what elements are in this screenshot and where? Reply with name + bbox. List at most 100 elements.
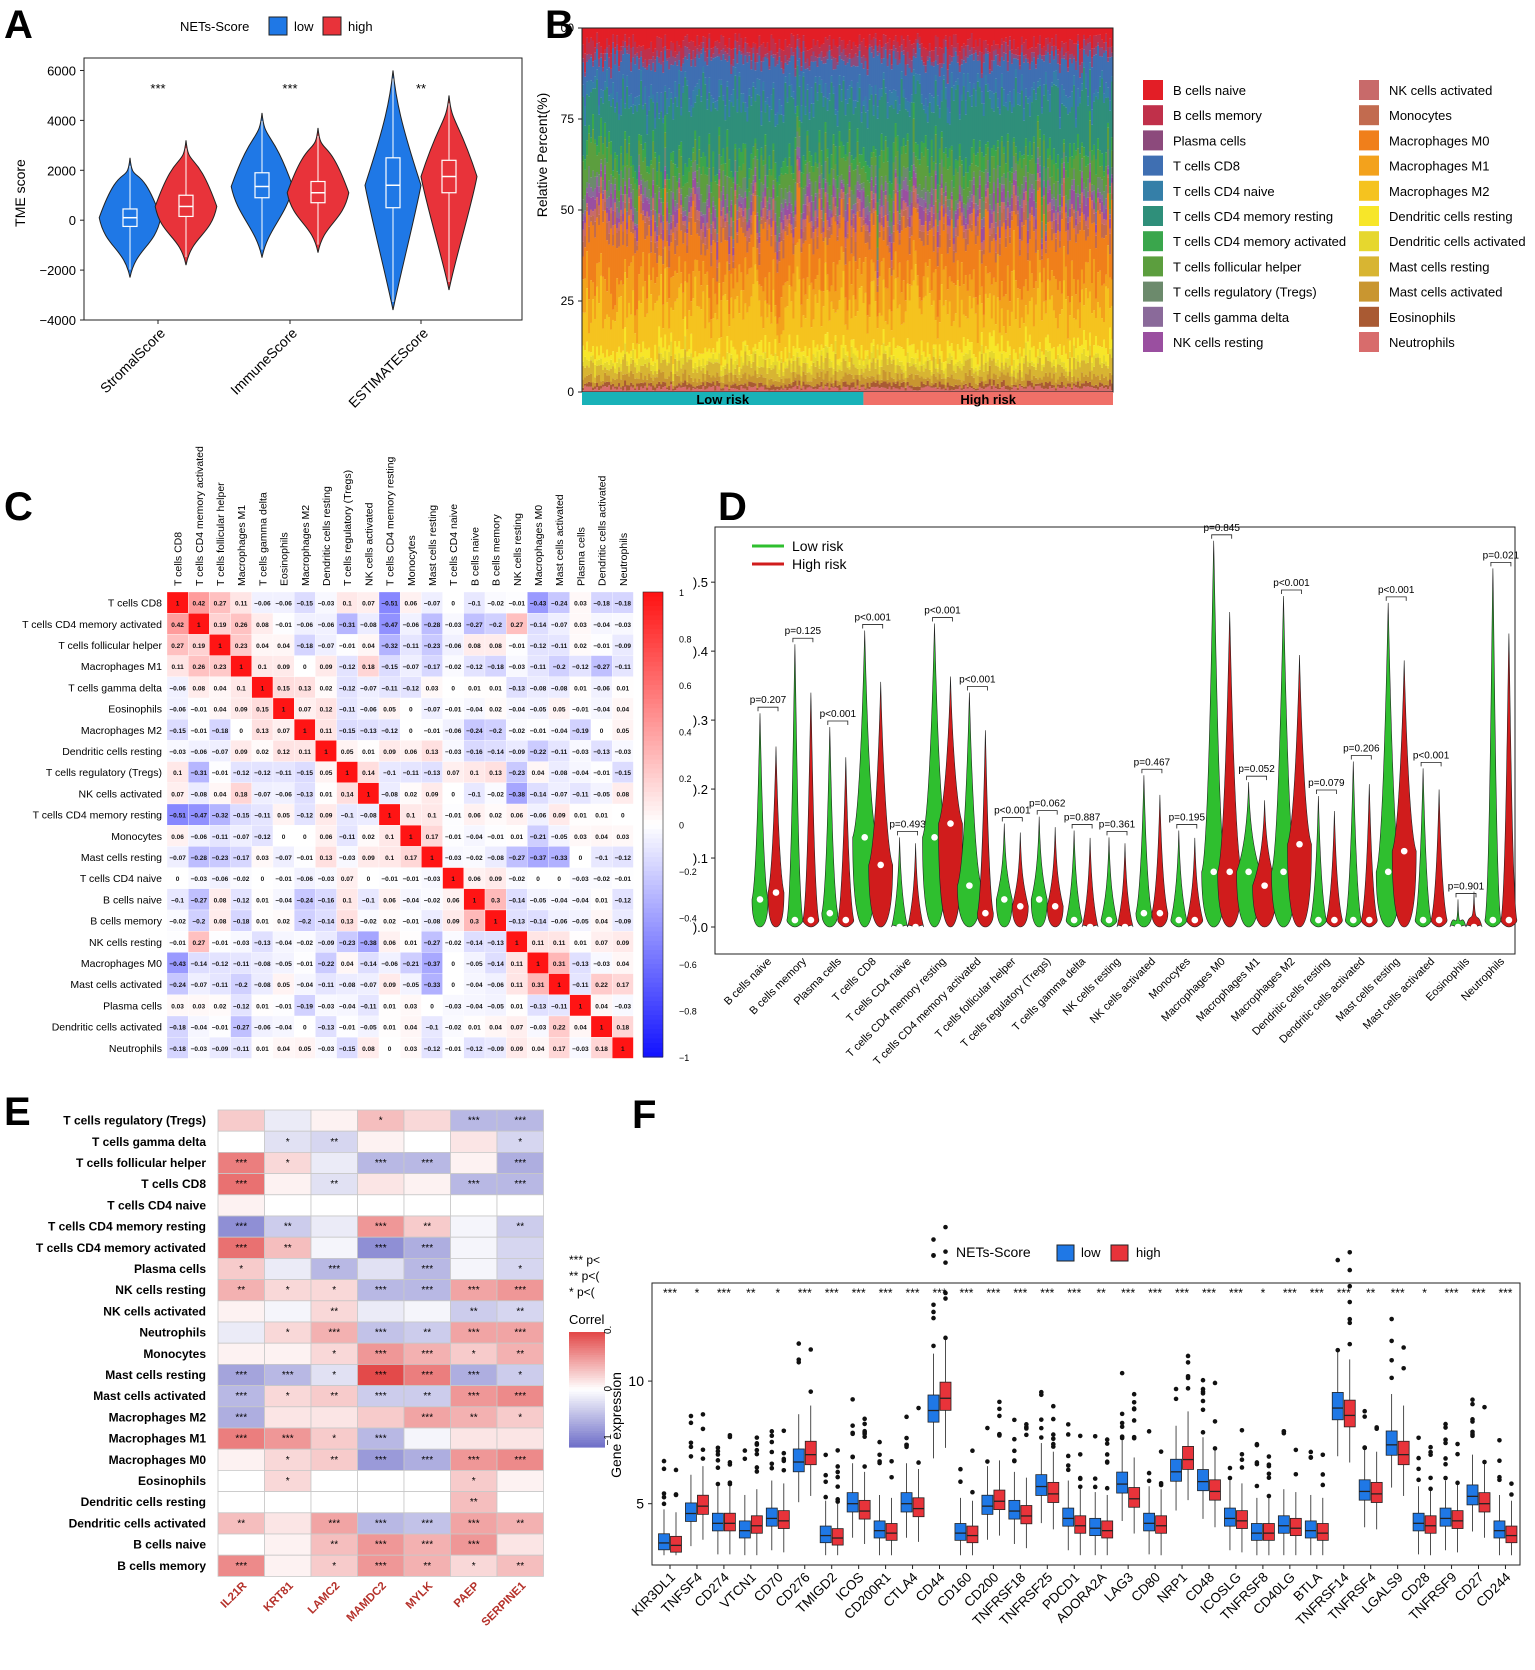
panel-b-bar-segment [828,45,831,51]
panel-b-bar-segment [820,386,823,392]
panel-b-bar-segment [824,182,827,193]
panel-b-bar-segment [800,122,803,173]
panel-b-bar-segment [806,356,809,364]
panel-b-bar-segment [712,318,715,349]
panel-b-bar-segment [774,114,777,127]
panel-b-bar-segment [950,281,954,327]
panel-b-bar-segment [684,336,687,350]
panel-b-bar-segment [950,389,954,392]
panel-b-bar-segment [884,350,887,354]
panel-a-ytick-label: 2000 [47,163,76,178]
panel-b-bar-segment [946,206,950,216]
panel-b-bar-segment [722,100,725,149]
panel-b-bar-segment [966,290,970,319]
panel-b-bar-segment [952,227,956,238]
panel-b-bar-segment [1004,333,1008,353]
panel-b-bar-segment [864,243,867,258]
panel-b-bar-segment [798,365,801,375]
panel-b-bar-segment [962,48,966,61]
panel-b-bar-segment [906,352,910,363]
panel-b-bar-segment [926,149,930,167]
panel-b-bar-segment [626,50,629,54]
panel-b-bar-segment [862,225,865,263]
panel-b-bar-segment [992,379,996,386]
panel-b-bar-segment [754,70,757,89]
panel-b-bar-segment [886,288,889,325]
panel-b-bar-segment [966,28,970,40]
panel-b-bar-segment [854,157,857,170]
panel-b-bar-segment [780,203,783,212]
panel-b-bar-segment [992,182,996,193]
panel-b-bar-segment [594,208,597,222]
panel-b-bar-segment [904,370,908,379]
panel-b-bar-segment [848,362,851,367]
panel-b-bar-segment [862,28,865,39]
panel-b-bar-segment [892,142,895,163]
panel-b-bar-segment [970,106,974,148]
panel-b-bar-segment [624,380,627,387]
panel-b-bar-segment [662,347,665,358]
panel-b-bar-segment [942,63,946,76]
panel-b-bar-segment [810,55,813,62]
panel-b-bar-segment [748,219,751,228]
panel-b-bar-segment [860,368,863,375]
panel-label-e: E [4,1090,31,1134]
panel-b-bar-segment [930,194,934,208]
panel-b-bar-segment [706,99,709,110]
panel-b-bar-segment [964,45,968,57]
panel-b-bar-segment [628,215,631,267]
panel-b-bar-segment [804,226,807,241]
panel-b-bar-segment [588,196,591,216]
panel-b-bar-segment [934,201,938,220]
panel-b-bar-segment [922,47,926,63]
panel-b-bar-segment [824,386,827,392]
panel-b-bar-segment [732,318,735,347]
panel-b-bar-segment [626,361,629,366]
panel-b-bar-segment [828,389,831,392]
panel-b-bar-segment [790,96,793,166]
panel-b-bar-segment [842,80,845,146]
panel-b-bar-segment [616,28,619,36]
panel-b-bar-segment [858,217,861,259]
panel-b-bar-segment [944,191,948,197]
panel-b-bar-segment [958,368,962,380]
panel-b-bar-segment [596,360,599,366]
panel-b-bar-segment [882,34,885,47]
panel-b-bar-segment [912,69,916,76]
panel-b-bar-segment [910,177,914,187]
panel-b-bar-segment [902,372,906,380]
panel-b-bar-segment [672,192,675,200]
panel-b-bar-segment [714,175,717,182]
panel-b-bar-segment [762,160,765,166]
panel-b-bar-segment [850,382,853,388]
panel-b-bar-segment [582,361,585,366]
panel-b-bar-segment [738,313,741,368]
panel-b-bar-segment [906,206,910,219]
panel-b-bar-segment [636,386,639,392]
panel-b-bar-segment [994,386,998,389]
panel-b-bar-segment [714,229,717,233]
panel-b-bar-segment [1020,44,1024,53]
panel-b-bar-segment [882,329,885,344]
panel-b-bar-segment [890,92,893,106]
panel-b-bar-segment [812,225,815,233]
panel-b-bar-segment [754,215,757,265]
panel-b-bar-segment [620,371,623,380]
panel-b-bar-segment [820,150,823,166]
panel-b-bar-segment [684,215,687,221]
panel-b-bar-segment [844,154,847,161]
panel-b-bar-segment [760,286,763,317]
panel-b-bar-segment [758,300,761,343]
panel-b-bar-segment [764,384,767,390]
panel-b-bar-segment [798,75,801,87]
panel-b-bar-segment [842,60,845,77]
panel-b-bar-segment [878,155,881,169]
panel-b-bar-segment [896,183,899,192]
panel-b-bar-segment [618,230,621,247]
panel-b-bar-segment [868,84,871,100]
panel-b-bar-segment [922,245,926,277]
panel-b-bar-segment [778,317,781,344]
panel-b-bar-segment [772,38,775,55]
panel-b-bar-segment [660,171,663,190]
